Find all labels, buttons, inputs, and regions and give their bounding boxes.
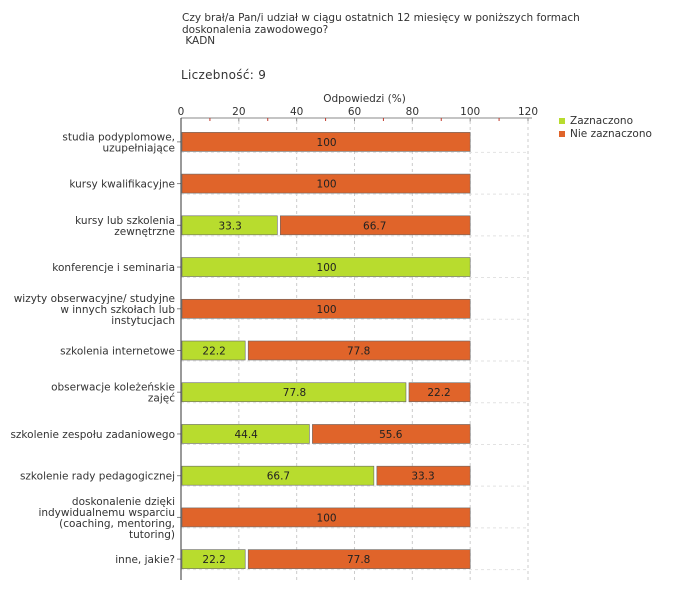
bar-zaznaczono bbox=[181, 424, 310, 444]
count-value: 9 bbox=[258, 68, 267, 82]
bar-value-label: 33.3 bbox=[218, 220, 241, 232]
bar-nie-zaznaczono bbox=[247, 340, 471, 361]
category-label: zajęć bbox=[148, 393, 175, 405]
x-tick-label: 80 bbox=[406, 106, 419, 118]
category-label: tutoring) bbox=[129, 529, 175, 541]
bar-value-label: 33.3 bbox=[411, 471, 434, 483]
category-label: szkolenia internetowe bbox=[60, 346, 175, 358]
bar-nie-zaznaczono bbox=[247, 549, 471, 569]
x-tick-label: 40 bbox=[290, 106, 303, 118]
bar-zaznaczono bbox=[181, 549, 246, 569]
category-label: obserwacje koleżeńskie bbox=[51, 382, 175, 394]
bar-zaznaczono bbox=[181, 215, 278, 236]
bar-value-label: 100 bbox=[317, 262, 337, 274]
bar-nie-zaznaczono bbox=[279, 215, 471, 236]
question-line-2: doskonalenia zawodowego? bbox=[182, 23, 329, 36]
bar-value-label: 77.8 bbox=[347, 554, 370, 566]
category-label: kursy lub szkolenia bbox=[75, 215, 175, 227]
x-tick-label: 120 bbox=[518, 106, 538, 118]
category-label: studia podyplomowe, bbox=[62, 131, 175, 143]
category-label: szkolenie rady pedagogicznej bbox=[20, 471, 175, 483]
bar-nie-zaznaczono bbox=[181, 298, 471, 319]
x-tick-label: 60 bbox=[348, 106, 361, 118]
bar-zaznaczono bbox=[181, 382, 407, 403]
bar-nie-zaznaczono bbox=[312, 424, 471, 444]
bar-nie-zaznaczono bbox=[376, 465, 471, 486]
bar-value-label: 100 bbox=[317, 304, 337, 316]
legend-label: Nie zaznaczono bbox=[570, 128, 652, 140]
sample-size: Liczebność: 9 bbox=[181, 68, 266, 82]
bar-value-label: 22.2 bbox=[427, 387, 450, 399]
bar-zaznaczono bbox=[181, 257, 471, 277]
bar-nie-zaznaczono bbox=[181, 132, 471, 152]
question-line-1: Czy brał/a Pan/i udział w ciągu ostatnic… bbox=[182, 12, 580, 24]
category-label: (coaching, mentoring, bbox=[59, 518, 175, 530]
chart-title: Czy brał/a Pan/i udział w ciągu ostatnic… bbox=[182, 12, 622, 48]
bar-value-label: 22.2 bbox=[202, 554, 225, 566]
bar-value-label: 100 bbox=[317, 137, 337, 149]
bar-value-label: 55.6 bbox=[379, 429, 403, 441]
category-label: szkolenie zespołu zadaniowego bbox=[10, 429, 175, 441]
category-label: instytucjach bbox=[111, 315, 175, 327]
bar-value-label: 66.7 bbox=[363, 220, 386, 232]
x-tick-label: 100 bbox=[460, 106, 480, 118]
legend-swatch-zaznaczono bbox=[559, 118, 565, 124]
category-label: doskonalenie dzięki bbox=[72, 496, 175, 508]
category-label: wizyty obserwacyjne/ studyjne bbox=[14, 293, 175, 305]
bar-zaznaczono bbox=[181, 465, 375, 486]
x-tick-label: 20 bbox=[232, 106, 245, 118]
group-label: KADN bbox=[182, 35, 216, 47]
x-axis-title: Odpowiedzi (%) bbox=[323, 93, 406, 105]
bar-nie-zaznaczono bbox=[408, 382, 471, 403]
legend-swatch-nie-zaznaczono bbox=[559, 131, 565, 137]
bar-value-label: 100 bbox=[317, 512, 337, 524]
bar-value-label: 44.4 bbox=[234, 429, 258, 441]
bar-value-label: 22.2 bbox=[202, 346, 225, 358]
category-label: zewnętrzne bbox=[114, 226, 175, 238]
count-label: Liczebność: bbox=[181, 68, 255, 82]
category-label: indywidualnemu wsparciu bbox=[38, 507, 175, 519]
category-label: inne, jakie? bbox=[115, 554, 175, 566]
category-label: w innych szkołach lub bbox=[60, 304, 175, 316]
bar-value-label: 100 bbox=[317, 179, 337, 191]
bar-value-label: 77.8 bbox=[283, 387, 306, 399]
bar-value-label: 66.7 bbox=[267, 471, 290, 483]
bar-zaznaczono bbox=[181, 340, 246, 361]
bar-nie-zaznaczono bbox=[181, 507, 471, 528]
bar-value-label: 77.8 bbox=[347, 346, 370, 358]
bar-nie-zaznaczono bbox=[181, 173, 471, 194]
category-label: kursy kwalifikacyjne bbox=[69, 179, 175, 191]
legend-label: Zaznaczono bbox=[570, 115, 633, 127]
category-label: konferencje i seminaria bbox=[52, 262, 175, 274]
category-label: uzupełniające bbox=[102, 142, 175, 154]
x-tick-label: 0 bbox=[178, 106, 185, 118]
